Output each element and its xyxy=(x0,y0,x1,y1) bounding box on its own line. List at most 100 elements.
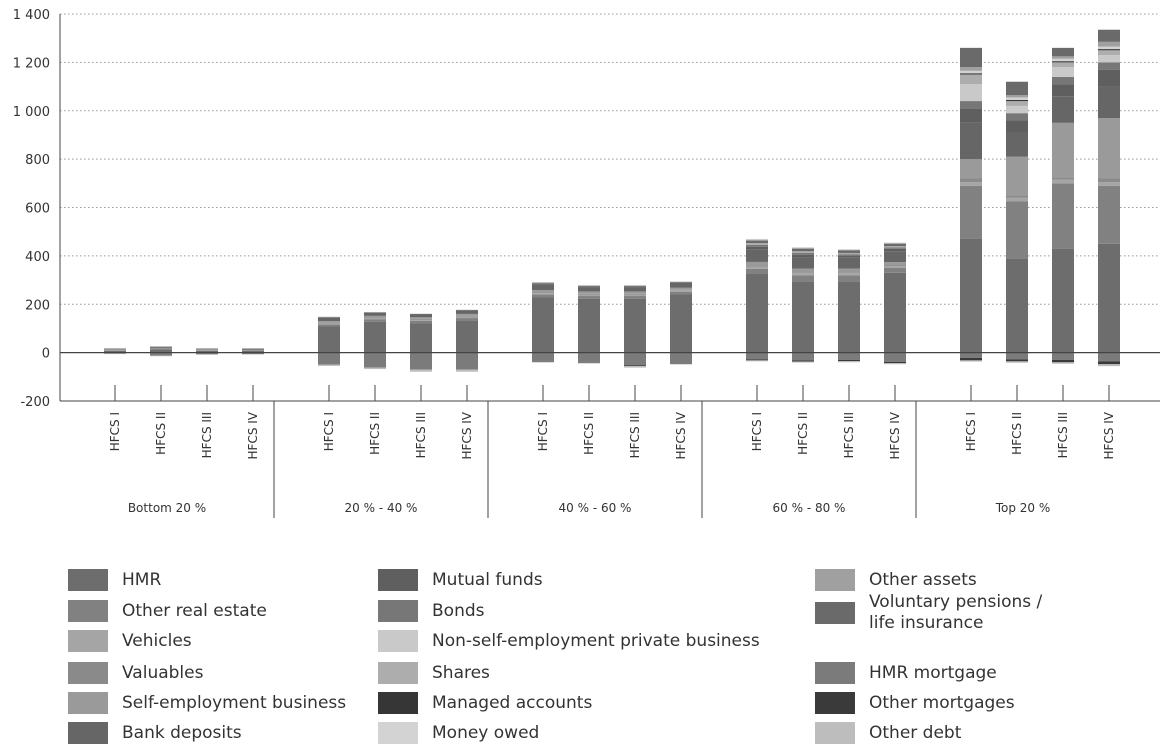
x-tick-label: HFCS III xyxy=(200,412,214,458)
bar-segment xyxy=(746,246,768,250)
legend-label: Other real estate xyxy=(122,600,267,621)
bar-segment xyxy=(1098,352,1120,362)
bar-segment xyxy=(746,244,768,247)
bar-segment xyxy=(1052,177,1074,180)
bar-segment xyxy=(960,122,982,160)
group-label: Top 20 % xyxy=(995,501,1051,515)
bar-segment xyxy=(1098,182,1120,186)
bar-segment xyxy=(624,352,646,366)
bar-segment xyxy=(1098,86,1120,119)
bar-segment xyxy=(838,273,860,276)
bar-segment xyxy=(1098,55,1120,63)
bar-segment xyxy=(410,319,432,321)
bar-segment xyxy=(318,317,340,318)
bar-segment xyxy=(242,348,264,350)
bar-segment xyxy=(838,268,860,273)
bar-segment xyxy=(1052,62,1074,68)
bar-segment xyxy=(456,310,478,314)
legend-swatch xyxy=(378,662,418,684)
bar-segment xyxy=(578,361,600,363)
bar-segment xyxy=(884,246,906,248)
bar-segment xyxy=(960,73,982,75)
bar-segment xyxy=(318,326,340,353)
bar-segment xyxy=(838,352,860,360)
bar-segment xyxy=(1006,81,1028,96)
bar-segment xyxy=(624,286,646,288)
bar-segment xyxy=(578,291,600,294)
bar-segment xyxy=(746,261,768,266)
legend-swatch xyxy=(378,722,418,744)
bar-segment xyxy=(746,243,768,245)
legend-item: Other mortgages xyxy=(815,692,1015,714)
legend-swatch xyxy=(68,569,108,591)
bar-segment xyxy=(884,361,906,364)
x-tick-label: HFCS IV xyxy=(460,411,474,459)
bar-segment xyxy=(150,347,172,349)
legend-label: Bonds xyxy=(432,600,485,621)
bar-segment xyxy=(532,289,554,293)
bar-segment xyxy=(318,321,340,323)
bar-segment xyxy=(532,282,554,283)
bar-segment xyxy=(838,359,860,362)
bar-segment xyxy=(884,243,906,244)
bar-segment xyxy=(578,287,600,292)
bar-segment xyxy=(624,287,646,292)
bar-segment xyxy=(532,352,554,361)
bar-segment xyxy=(1006,120,1028,133)
bar-segment xyxy=(456,316,478,319)
bar-segment xyxy=(960,159,982,179)
bar-segment xyxy=(792,281,814,353)
bar-segment xyxy=(1052,84,1074,97)
bar-segment xyxy=(578,285,600,287)
legend-item: Non-self-employment private business xyxy=(378,630,760,652)
bar-segment xyxy=(532,282,554,284)
bar-segment xyxy=(1052,359,1074,363)
bar-segment xyxy=(624,293,646,295)
legend-label: Money owed xyxy=(432,722,540,743)
bar-segment xyxy=(960,182,982,186)
bar-segment xyxy=(838,255,860,258)
bar-segment xyxy=(670,281,692,282)
x-tick-label: HFCS III xyxy=(1056,412,1070,458)
bar-segment xyxy=(960,101,982,109)
legend-item: HMR xyxy=(68,569,161,591)
bar-segment xyxy=(624,294,646,297)
bar-segment xyxy=(242,352,264,355)
bar-segment xyxy=(792,247,814,248)
x-tick-label: HFCS III xyxy=(628,412,642,458)
x-tick-label: HFCS IV xyxy=(888,411,902,459)
legend-swatch xyxy=(815,602,855,624)
legend-item: Bonds xyxy=(378,600,485,622)
bar-segment xyxy=(838,275,860,282)
bar-segment xyxy=(1006,105,1028,114)
bar-segment xyxy=(884,272,906,353)
bar-segment xyxy=(1006,95,1028,98)
bar-segment xyxy=(746,274,768,353)
legend-swatch xyxy=(815,662,855,684)
bar-segment xyxy=(1006,97,1028,100)
legend-swatch xyxy=(378,569,418,591)
bar-segment xyxy=(1006,201,1028,259)
bar-segment xyxy=(150,346,172,348)
bar-segment xyxy=(1098,49,1120,51)
bar-segment xyxy=(884,247,906,249)
legend-label: Other assets xyxy=(869,569,977,590)
legend-label: Valuables xyxy=(122,662,204,683)
bar-segment xyxy=(884,242,906,244)
legend-label: Mutual funds xyxy=(432,569,543,590)
bar-segment xyxy=(364,319,386,322)
bar-segment xyxy=(1052,67,1074,77)
stacked-bar-chart: -200 0 200 400 600 800 1 000 1 200 1 400 HFCS I HF… xyxy=(13,8,1160,518)
bar-segment xyxy=(578,293,600,295)
bar-segment xyxy=(960,360,982,362)
legend-swatch xyxy=(68,722,108,744)
bar-segment xyxy=(1098,364,1120,367)
bar-segment xyxy=(960,185,982,239)
bar-segment xyxy=(960,84,982,102)
bar-segment xyxy=(670,282,692,288)
bar-segment xyxy=(746,240,768,244)
bar-segment xyxy=(746,352,768,360)
bar-segment xyxy=(1098,41,1120,47)
bar-segment xyxy=(364,312,386,316)
group-label: 40 % - 60 % xyxy=(559,501,632,515)
